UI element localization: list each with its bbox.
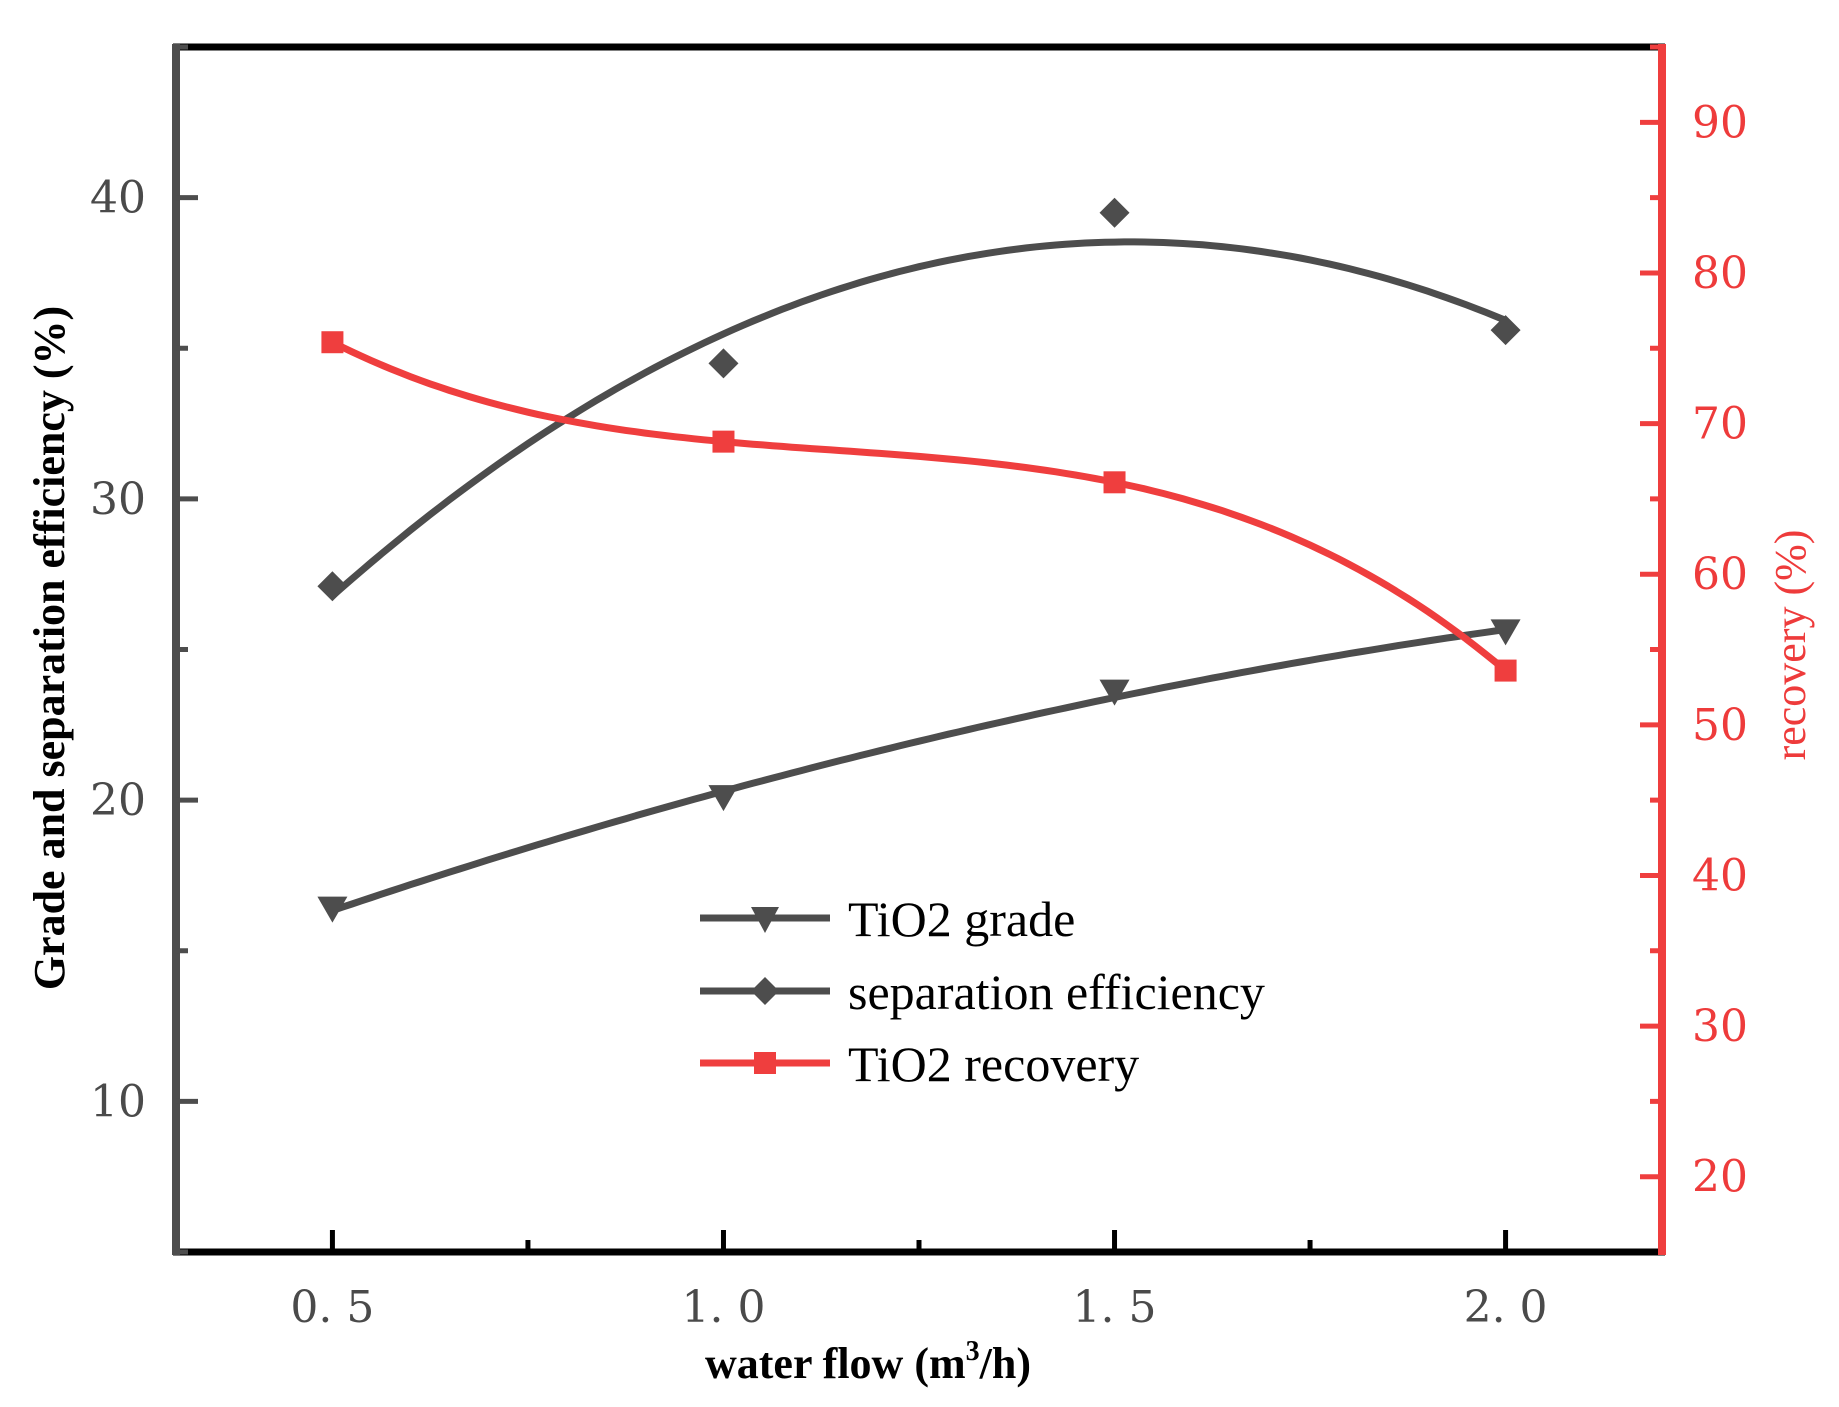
left-axis-ticks: 10 20 30 40: [90, 44, 198, 1255]
x-axis-title-suffix: /h): [979, 1339, 1031, 1388]
y-right-tick-label: 40: [1692, 850, 1748, 901]
legend-marker-recovery: [754, 1052, 776, 1074]
x-tick-label: 2. 0: [1464, 1282, 1548, 1333]
y-right-tick-label: 90: [1692, 97, 1748, 148]
x-axis-title-sup: 3: [966, 1336, 980, 1367]
y-left-tick-label: 10: [90, 1076, 146, 1127]
grade-line: [331, 626, 1507, 914]
y-right-tick-label: 50: [1692, 700, 1748, 751]
right-axis-ticks: 20 30 40 50 60 70 80 90: [1640, 44, 1748, 1203]
x-tick-label: 0. 5: [290, 1282, 374, 1333]
recovery-marker: [321, 331, 344, 354]
x-tick-label: 1. 5: [1073, 1282, 1157, 1333]
x-axis-title: water flow (m3/h): [705, 1336, 1031, 1388]
y-right-tick-label: 20: [1692, 1152, 1748, 1203]
y-left-tick-label: 30: [90, 474, 146, 525]
y-right-tick-label: 60: [1692, 549, 1748, 600]
y-right-tick-label: 80: [1692, 248, 1748, 299]
efficiency-marker: [1490, 315, 1521, 346]
series-markers: [317, 197, 1521, 923]
legend-label-efficiency: separation efficiency: [848, 964, 1265, 1020]
grade-marker: [317, 896, 348, 923]
bottom-axis-ticks: 0. 5 1. 0 1. 5 2. 0: [290, 1230, 1548, 1333]
grade-marker: [1099, 679, 1130, 706]
legend-item-recovery: TiO2 recovery: [700, 1036, 1139, 1092]
legend-marker-efficiency: [751, 977, 779, 1005]
efficiency-marker: [708, 348, 739, 379]
legend-marker-grade: [751, 907, 779, 933]
y-axis-right-title: recovery (%): [1766, 530, 1815, 761]
recovery-marker: [1494, 659, 1517, 682]
efficiency-line: [330, 238, 1507, 599]
grade-marker: [1490, 619, 1521, 646]
recovery-line: [330, 339, 1508, 674]
y-axis-left-title: Grade and separation efficiency (%): [25, 306, 74, 990]
efficiency-marker: [317, 571, 348, 602]
series-lines: [330, 238, 1508, 914]
legend-item-efficiency: separation efficiency: [700, 964, 1265, 1020]
y-left-tick-label: 20: [90, 775, 146, 826]
grade-marker: [708, 785, 739, 812]
recovery-marker: [1103, 471, 1126, 494]
y-right-tick-label: 30: [1692, 1001, 1748, 1052]
legend-label-grade: TiO2 grade: [848, 891, 1075, 947]
x-tick-label: 1. 0: [681, 1282, 765, 1333]
legend: TiO2 grade separation efficiency TiO2 re…: [700, 891, 1265, 1092]
recovery-marker: [712, 430, 735, 453]
y-left-tick-label: 40: [90, 173, 146, 224]
y-right-tick-label: 70: [1692, 399, 1748, 450]
efficiency-marker: [1099, 197, 1130, 228]
x-axis-title-prefix: water flow (m: [705, 1339, 966, 1388]
legend-item-grade: TiO2 grade: [700, 891, 1075, 947]
legend-label-recovery: TiO2 recovery: [848, 1036, 1139, 1092]
